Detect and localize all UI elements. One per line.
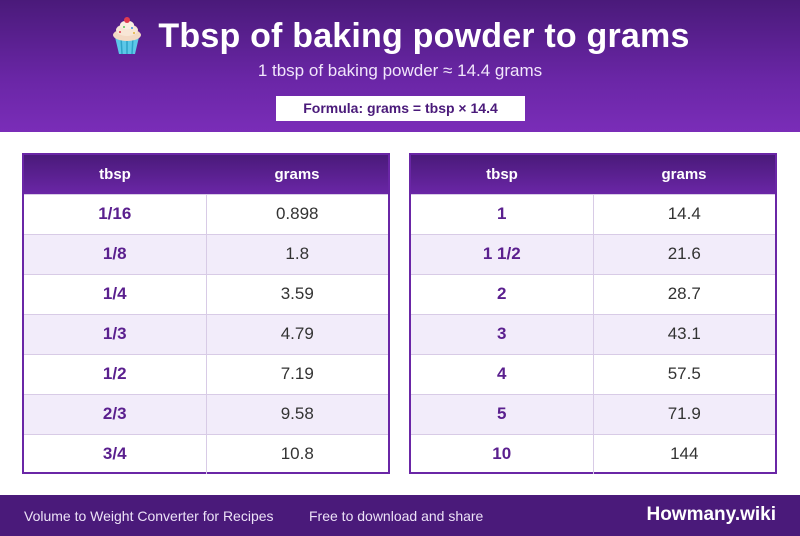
footer-description: Volume to Weight Converter for Recipes — [24, 508, 274, 524]
table-header-row: tbsp grams — [24, 155, 388, 194]
tbsp-cell: 2 — [411, 273, 594, 314]
conversion-table-left: tbsp grams 1/16 0.898 1/8 1.8 1/4 3.59 1/3 4… — [22, 153, 390, 474]
tbsp-cell: 10 — [411, 433, 594, 474]
grams-cell: 3.59 — [206, 273, 388, 314]
grams-cell: 9.58 — [206, 393, 388, 434]
footer-note: Free to download and share — [309, 508, 484, 524]
table-row: 10 144 — [411, 433, 775, 474]
column-header-tbsp: tbsp — [24, 155, 206, 194]
grams-cell: 144 — [593, 433, 775, 474]
table-row: 1/16 0.898 — [24, 193, 388, 234]
grams-cell: 4.79 — [206, 313, 388, 354]
grams-cell: 43.1 — [593, 313, 775, 354]
tbsp-cell: 1/8 — [24, 233, 207, 274]
grams-cell: 57.5 — [593, 353, 775, 394]
table-row: 4 57.5 — [411, 353, 775, 394]
table-row: 1/4 3.59 — [24, 273, 388, 314]
grams-cell: 71.9 — [593, 393, 775, 434]
table-row: 2/3 9.58 — [24, 393, 388, 434]
column-header-tbsp: tbsp — [411, 155, 593, 194]
tbsp-cell: 4 — [411, 353, 594, 394]
subtitle: 1 tbsp of baking powder ≈ 14.4 grams — [257, 61, 543, 80]
conversion-table-right: tbsp grams 1 14.4 1 1/2 21.6 2 28.7 3 43.1 4… — [409, 153, 777, 474]
grams-cell: 14.4 — [593, 193, 775, 234]
table-row: 1/8 1.8 — [24, 233, 388, 274]
tbsp-cell: 5 — [411, 393, 594, 434]
footer-bar: Volume to Weight Converter for Recipes F… — [0, 495, 800, 536]
grams-cell: 10.8 — [206, 433, 388, 474]
table-row: 5 71.9 — [411, 393, 775, 434]
table-header-row: tbsp grams — [411, 155, 775, 194]
tbsp-cell: 3/4 — [24, 433, 207, 474]
table-row: 2 28.7 — [411, 273, 775, 314]
page-title: Tbsp of baking powder to grams — [158, 16, 690, 55]
grams-cell: 7.19 — [206, 353, 388, 394]
grams-cell: 1.8 — [206, 233, 388, 274]
table-row: 1 14.4 — [411, 193, 775, 234]
brand-link[interactable]: Howmany.wiki — [646, 504, 776, 525]
tbsp-cell: 1/4 — [24, 273, 207, 314]
header-banner: Tbsp of baking powder to grams 1 tbsp of… — [0, 0, 800, 132]
grams-cell: 0.898 — [206, 193, 388, 234]
title-row: Tbsp of baking powder to grams — [0, 14, 800, 58]
tbsp-cell: 1/16 — [24, 193, 207, 234]
tbsp-cell: 1 1/2 — [411, 233, 594, 274]
column-header-grams: grams — [206, 155, 388, 194]
cupcake-icon — [113, 17, 142, 55]
tbsp-cell: 2/3 — [24, 393, 207, 434]
grams-cell: 28.7 — [593, 273, 775, 314]
table-row: 3/4 10.8 — [24, 433, 388, 474]
table-row: 1/2 7.19 — [24, 353, 388, 394]
table-row: 1 1/2 21.6 — [411, 233, 775, 274]
tbsp-cell: 1/2 — [24, 353, 207, 394]
formula-badge: Formula: grams = tbsp × 14.4 — [276, 96, 525, 121]
grams-cell: 21.6 — [593, 233, 775, 274]
column-header-grams: grams — [593, 155, 775, 194]
table-row: 1/3 4.79 — [24, 313, 388, 354]
tbsp-cell: 1 — [411, 193, 594, 234]
table-row: 3 43.1 — [411, 313, 775, 354]
tbsp-cell: 1/3 — [24, 313, 207, 354]
tbsp-cell: 3 — [411, 313, 594, 354]
